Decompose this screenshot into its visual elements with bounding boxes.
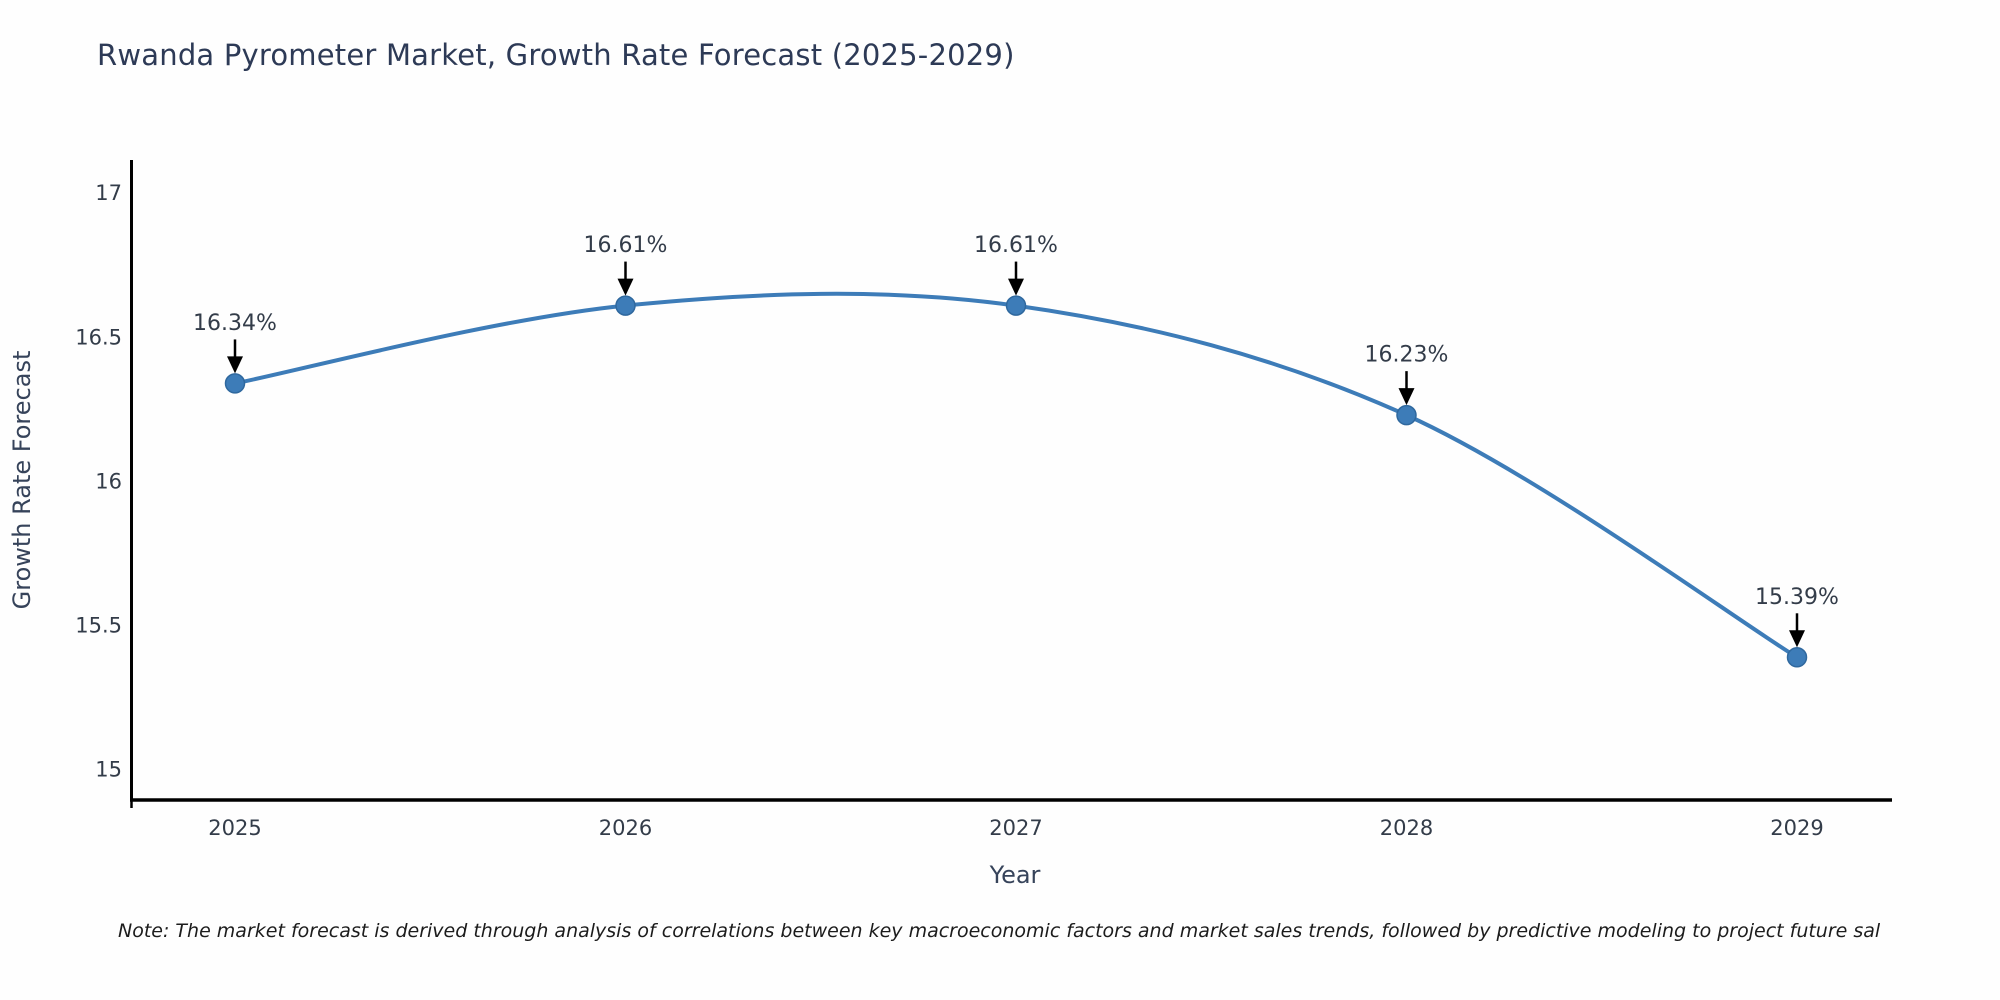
y-tick-labels: 15 15.5 16 16.5 17 bbox=[75, 181, 122, 782]
x-tick-label: 2027 bbox=[989, 816, 1042, 840]
y-tick-label: 16.5 bbox=[75, 325, 122, 349]
annotation-label: 16.61% bbox=[584, 233, 668, 258]
data-point-marker bbox=[224, 373, 246, 394]
annotation-label: 16.61% bbox=[974, 233, 1058, 258]
y-axis-label: Growth Rate Forecast bbox=[8, 351, 36, 610]
annotation-label: 15.39% bbox=[1755, 585, 1839, 610]
chart-title: Rwanda Pyrometer Market, Growth Rate For… bbox=[97, 38, 1015, 72]
annotation-arrow-head bbox=[1789, 630, 1805, 648]
annotation-arrow-head bbox=[227, 356, 243, 374]
y-tick-label: 15 bbox=[95, 758, 122, 782]
data-point-marker bbox=[1005, 295, 1027, 316]
series-line-group bbox=[233, 291, 1799, 660]
x-tick-label: 2029 bbox=[1770, 816, 1823, 840]
y-tick-label: 16 bbox=[95, 469, 122, 493]
annotation-label: 16.34% bbox=[193, 311, 277, 336]
y-tick-label: 15.5 bbox=[75, 614, 122, 638]
annotations: 16.34% 16.61% 16.61% 16.23% 15.39% bbox=[193, 233, 1839, 648]
x-tick-label: 2028 bbox=[1380, 816, 1433, 840]
annotation-arrow-head bbox=[1398, 388, 1415, 406]
data-point-marker bbox=[1396, 404, 1417, 426]
footnote: Note: The market forecast is derived thr… bbox=[118, 920, 1881, 942]
x-axis-label: Year bbox=[989, 861, 1041, 889]
annotation-arrow-head bbox=[617, 278, 634, 296]
x-tick-labels: 2025 2026 2027 2028 2029 bbox=[208, 816, 1823, 840]
x-tick-label: 2026 bbox=[599, 816, 652, 840]
x-tick-label: 2025 bbox=[208, 816, 261, 840]
y-tick-label: 17 bbox=[95, 181, 122, 205]
data-point-markers bbox=[224, 295, 1808, 668]
series-line bbox=[233, 291, 1799, 660]
data-point-marker bbox=[615, 295, 636, 316]
data-point-marker bbox=[1786, 647, 1808, 668]
annotation-label: 16.23% bbox=[1365, 343, 1449, 368]
axis-spines bbox=[130, 160, 1892, 808]
annotation-arrow-head bbox=[1008, 278, 1024, 296]
